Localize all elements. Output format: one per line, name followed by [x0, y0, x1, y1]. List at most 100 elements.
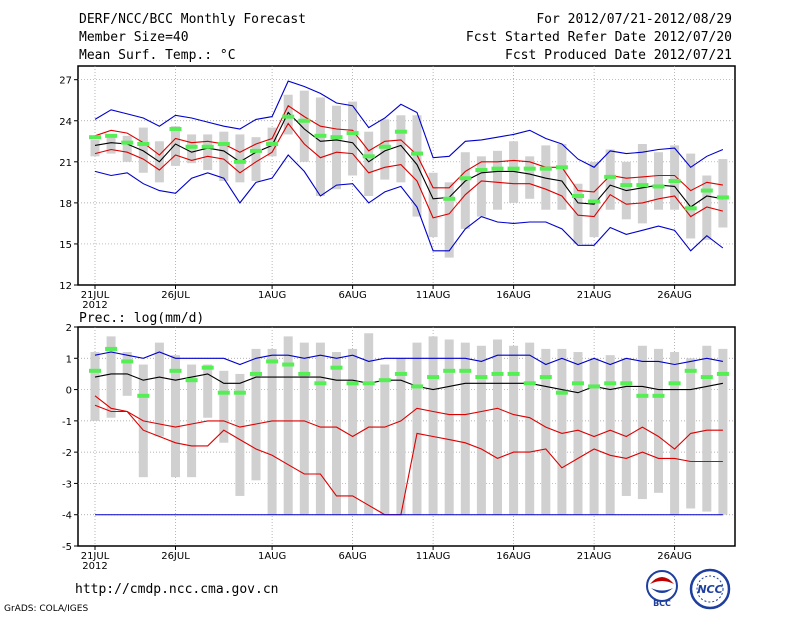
series-line-max: [94, 351, 724, 366]
bcc-logo-swirl: [650, 577, 674, 584]
spread-box: [718, 159, 728, 228]
x-tick-label: 26AUG: [657, 551, 692, 562]
observed-marker: [716, 195, 729, 200]
spread-box: [509, 141, 519, 203]
observed-marker: [250, 148, 262, 153]
observed-marker: [620, 381, 633, 386]
x-tick-label: 16AUG: [496, 290, 531, 301]
spread-box: [557, 144, 567, 210]
observed-marker: [668, 178, 681, 183]
y-tick-label: 15: [59, 240, 72, 251]
grads-credit: GrADS: COLA/IGES: [4, 604, 89, 614]
spread-box: [283, 94, 293, 135]
series-line-min: [94, 80, 724, 169]
observed-marker: [668, 381, 681, 386]
spread-box: [702, 175, 712, 240]
ncc-logo-ring: [689, 568, 731, 610]
observed-marker: [443, 368, 456, 373]
bcc-logo-swirl-low: [651, 588, 673, 593]
x-tick-label: 11AUG: [416, 290, 451, 301]
forecast-produced-date: Fcst Produced Date 2012/07/21: [505, 48, 732, 63]
observed-marker: [459, 176, 472, 181]
spread-box: [670, 352, 680, 515]
x-tick-label: 26JUL: [161, 290, 190, 301]
spread-box: [219, 131, 229, 181]
spread-box: [380, 364, 390, 515]
y-tick-label: -2: [62, 448, 72, 459]
observed-marker: [491, 166, 504, 171]
spread-box: [493, 339, 502, 515]
observed-marker: [201, 144, 214, 149]
x-tick-label: 11AUG: [416, 551, 451, 562]
series-line-max: [94, 154, 724, 252]
observed-marker: [604, 381, 617, 386]
bcc-logo-text: BCC: [653, 599, 671, 608]
spread-box: [460, 342, 470, 515]
spread-box: [654, 348, 663, 493]
spread-box: [203, 134, 213, 171]
spread-box: [637, 345, 647, 500]
spread-box: [525, 156, 535, 199]
spread-box: [541, 145, 551, 210]
series-line-lower: [94, 122, 724, 219]
spread-box: [299, 342, 309, 515]
spread-box: [154, 342, 164, 437]
x-tick-year: 2012: [82, 300, 107, 311]
observed-marker: [459, 368, 472, 373]
bcc-logo: BCC: [646, 570, 678, 608]
observed-marker: [201, 365, 214, 370]
x-tick-label: 6AUG: [338, 551, 366, 562]
y-tick-label: 2: [66, 323, 72, 334]
spread-box: [654, 152, 663, 210]
observed-marker: [475, 375, 488, 380]
observed-marker: [700, 375, 713, 380]
spread-box: [187, 134, 197, 164]
spread-box: [670, 145, 680, 210]
spread-box: [476, 156, 486, 217]
y-tick-label: 0: [66, 386, 72, 397]
x-tick-label: 26AUG: [657, 290, 692, 301]
spread-box: [702, 345, 712, 512]
series-line-upper: [94, 104, 723, 193]
spread-box: [621, 358, 631, 496]
x-tick-label: 21AUG: [577, 290, 612, 301]
spread-box: [460, 152, 470, 229]
observed-marker: [411, 151, 423, 156]
observed-marker: [394, 129, 407, 134]
variable-label: Mean Surf. Temp.: °C: [79, 48, 236, 63]
observed-marker: [539, 375, 552, 380]
spread-box: [476, 345, 486, 515]
observed-marker: [652, 393, 665, 398]
observed-marker: [330, 365, 343, 370]
observed-marker: [588, 384, 601, 389]
spread-box: [493, 150, 502, 210]
spread-box: [380, 119, 390, 180]
ncc-logo-inner: [696, 575, 724, 603]
observed-marker: [684, 368, 697, 373]
spread-box: [203, 364, 213, 418]
observed-marker: [507, 371, 520, 376]
observed-marker: [105, 346, 118, 351]
y-tick-label: -3: [62, 479, 72, 490]
spread-box: [106, 336, 116, 418]
spread-box: [605, 355, 615, 515]
y-tick-label: 18: [59, 199, 72, 210]
spread-box: [332, 352, 341, 515]
observed-marker: [604, 174, 617, 179]
y-tick-label: 24: [59, 117, 72, 128]
spread-box: [428, 336, 438, 515]
observed-marker: [233, 159, 246, 164]
spread-box: [315, 97, 325, 197]
x-tick-label: 26JUL: [161, 551, 190, 562]
observed-marker: [700, 188, 713, 193]
series-line-mean: [94, 373, 724, 394]
spread-box: [525, 342, 535, 515]
chart-title: DERF/NCC/BCC Monthly Forecast: [79, 12, 306, 27]
observed-marker: [716, 371, 729, 376]
spread-box: [412, 115, 422, 217]
spread-box: [396, 358, 406, 515]
x-tick-label: 21AUG: [577, 551, 612, 562]
source-url[interactable]: http://cmdp.ncc.cma.gov.cn: [75, 582, 279, 597]
